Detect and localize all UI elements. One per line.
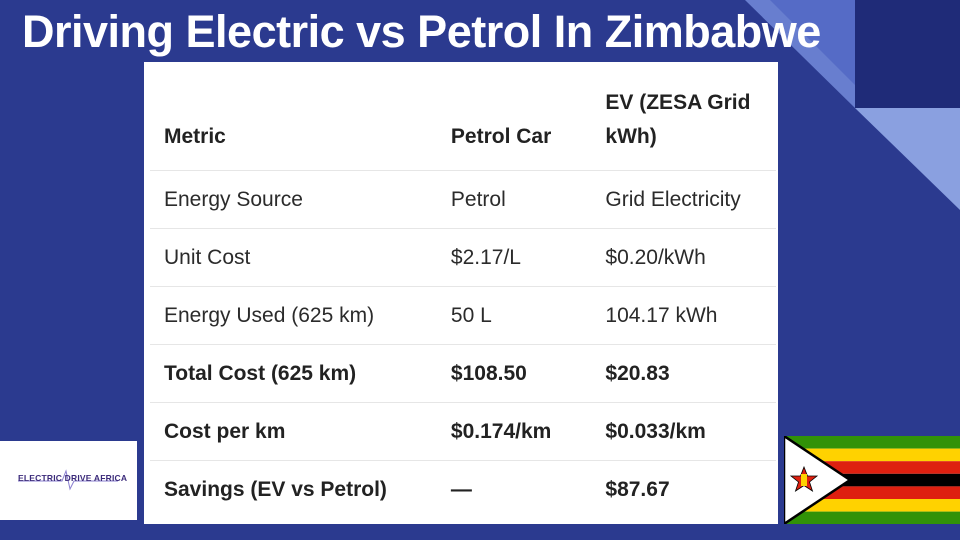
pulse-icon [18, 469, 118, 491]
table-row: Energy Used (625 km) 50 L 104.17 kWh [150, 286, 776, 345]
comparison-table-card: Metric Petrol Car EV (ZESA Grid kWh) Ene… [144, 62, 778, 524]
header-petrol-car: Petrol Car [436, 62, 592, 171]
table-row: Unit Cost $2.17/L $0.20/kWh [150, 228, 776, 287]
row-metric: Savings (EV vs Petrol) [164, 477, 387, 501]
comparison-table: Metric Petrol Car EV (ZESA Grid kWh) Ene… [150, 62, 776, 518]
header-ev-label: EV (ZESA Grid kWh) [605, 91, 751, 148]
electric-drive-africa-logo: ELECTRIC DRIVE AFRICA [0, 441, 137, 520]
row-ev: $0.20/kWh [591, 228, 776, 287]
table-row: Total Cost (625 km) $108.50 $20.83 [150, 344, 776, 403]
row-petrol: — [450, 477, 472, 501]
row-petrol: Petrol [436, 170, 592, 229]
row-metric: Energy Source [150, 170, 437, 229]
header-metric: Metric [150, 62, 437, 171]
row-petrol: $0.174/km [436, 402, 592, 461]
logo-text: ELECTRIC DRIVE AFRICA [18, 473, 128, 483]
table-header-row: Metric Petrol Car EV (ZESA Grid kWh) [150, 62, 776, 171]
row-ev: $20.83 [591, 344, 776, 403]
row-metric: Cost per km [150, 402, 437, 461]
row-petrol: $108.50 [436, 344, 592, 403]
header-ev: EV (ZESA Grid kWh) [591, 62, 776, 171]
zimbabwe-flag-icon [784, 436, 960, 524]
table-row: Energy Source Petrol Grid Electricity [150, 170, 776, 229]
row-metric: Energy Used (625 km) [150, 286, 437, 345]
row-metric: Total Cost (625 km) [150, 344, 437, 403]
table-row: Savings (EV vs Petrol) — $87.67 [150, 461, 776, 519]
row-ev: 104.17 kWh [591, 286, 776, 345]
row-ev: Grid Electricity [591, 170, 776, 229]
table-row: Cost per km $0.174/km $0.033/km [150, 402, 776, 461]
row-petrol: $2.17/L [436, 228, 592, 287]
slide-title: Driving Electric vs Petrol In Zimbabwe [22, 6, 821, 57]
row-petrol: 50 L [436, 286, 592, 345]
row-metric: Unit Cost [150, 228, 437, 287]
row-ev: $0.033/km [591, 402, 776, 461]
row-ev: $87.67 [605, 477, 670, 501]
